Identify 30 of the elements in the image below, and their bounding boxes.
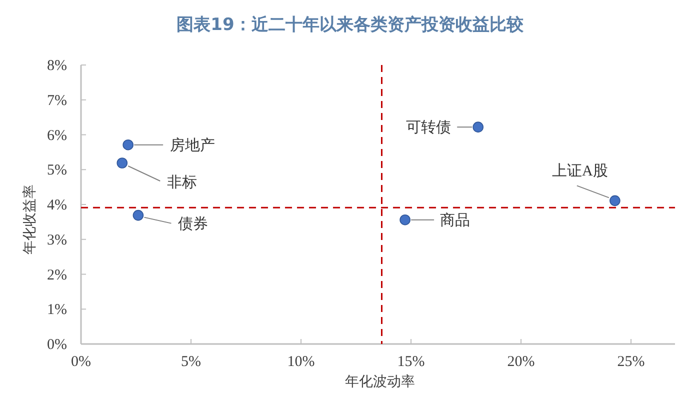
point [400, 214, 410, 226]
point [472, 122, 484, 132]
point [122, 139, 134, 150]
annotation: 债券 [178, 215, 208, 232]
x-tick-label: 5% [181, 354, 201, 370]
annotation: 商品 [440, 212, 470, 229]
point [610, 195, 620, 206]
y-tick-label: 2% [47, 267, 67, 284]
y-tick-label: 4% [47, 198, 67, 214]
annotation: 可转债 [406, 119, 452, 136]
x-tick-label: 10% [287, 354, 315, 370]
y-tick-label: 1% [47, 302, 67, 318]
x-tick-label: 20% [507, 354, 535, 370]
x-axis-title: 年化波动率 [345, 374, 415, 390]
y-axis-title: 年化收益率 [22, 184, 38, 254]
y-tick-label: 5% [47, 162, 67, 179]
chart-title: 图表19：近二十年以来各类资产投资收益比较 [176, 15, 524, 35]
y-tick-label: 0% [47, 337, 67, 353]
x-tick-label: 0% [71, 354, 91, 370]
y-tick-label: 6% [47, 128, 67, 144]
annotation: 上证A股 [552, 162, 608, 180]
point [132, 210, 144, 221]
y-tick-label: 3% [47, 232, 67, 248]
x-tick-label: 15% [397, 354, 425, 370]
y-tick-label: 7% [47, 92, 67, 109]
annotation: 非标 [167, 174, 198, 191]
point [116, 158, 128, 168]
y-tick-label: 8% [47, 58, 67, 74]
annotation: 房地产 [170, 136, 216, 154]
x-tick-label: 25% [617, 354, 645, 370]
